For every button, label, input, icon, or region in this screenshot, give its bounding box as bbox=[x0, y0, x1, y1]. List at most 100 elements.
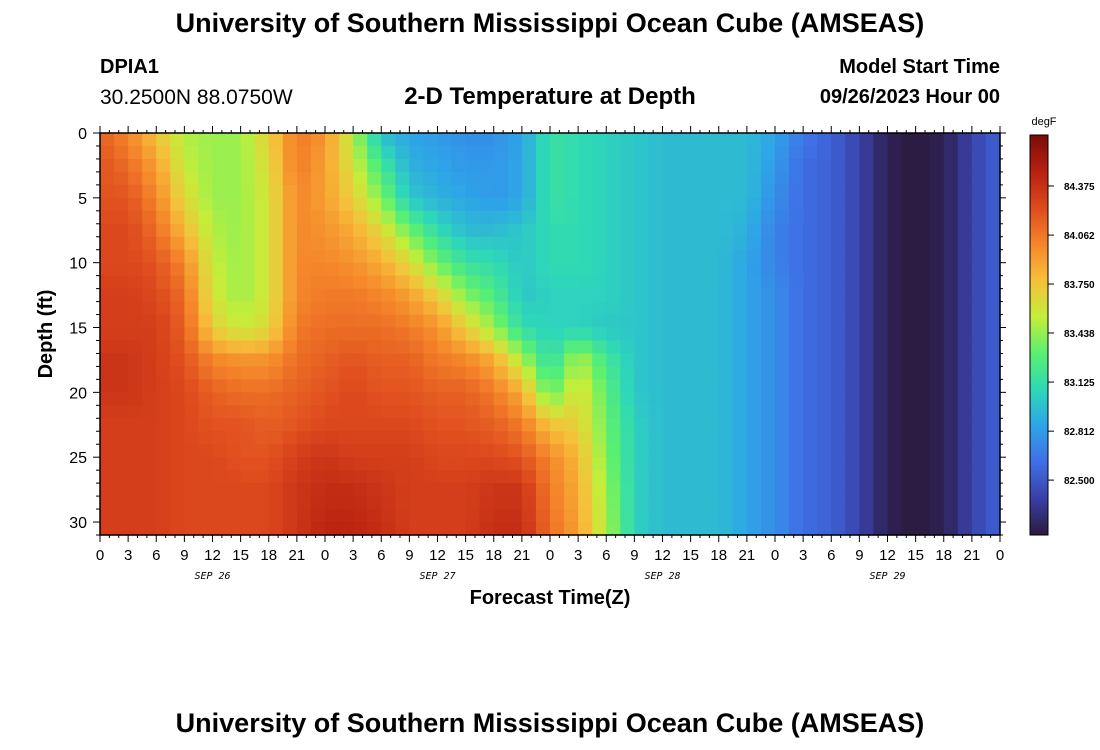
heatmap-cell bbox=[789, 457, 804, 471]
heatmap-cell bbox=[437, 133, 453, 147]
heatmap-cell bbox=[929, 288, 945, 303]
heatmap-cell bbox=[100, 405, 115, 419]
x-tick-label: 6 bbox=[152, 547, 160, 564]
heatmap-cell bbox=[353, 223, 368, 238]
heatmap-cell bbox=[929, 405, 945, 419]
heatmap-cell bbox=[887, 288, 903, 303]
heatmap-cell bbox=[493, 210, 509, 225]
heatmap-cell bbox=[775, 327, 790, 342]
heatmap-cell bbox=[353, 301, 368, 316]
heatmap-cell bbox=[521, 457, 537, 471]
heatmap-cell bbox=[845, 405, 860, 419]
heatmap-cell bbox=[578, 236, 593, 251]
heatmap-cell bbox=[676, 223, 692, 238]
heatmap-cell bbox=[170, 405, 185, 419]
heatmap-cell bbox=[100, 353, 115, 368]
heatmap-cell bbox=[775, 133, 790, 147]
heatmap-cell bbox=[817, 158, 832, 173]
heatmap-cell bbox=[887, 262, 903, 277]
heatmap-cell bbox=[760, 457, 776, 471]
heatmap-cell bbox=[381, 405, 396, 419]
heatmap-cell bbox=[100, 509, 115, 523]
heatmap-cell bbox=[732, 133, 748, 147]
heatmap-cell bbox=[296, 431, 312, 445]
heatmap-cell bbox=[493, 496, 509, 510]
heatmap-cell bbox=[803, 223, 818, 238]
heatmap-cell bbox=[409, 288, 425, 303]
heatmap-cell bbox=[240, 145, 256, 160]
heatmap-cell bbox=[775, 236, 790, 251]
heatmap-cell bbox=[535, 210, 551, 225]
heatmap-cell bbox=[142, 405, 157, 419]
heatmap-cell bbox=[803, 249, 818, 264]
heatmap-cell bbox=[465, 366, 481, 380]
heatmap-cell bbox=[592, 379, 607, 393]
heatmap-cell bbox=[859, 236, 875, 251]
heatmap-cell bbox=[746, 236, 762, 251]
heatmap-cell bbox=[578, 483, 593, 497]
heatmap-cell bbox=[648, 392, 664, 406]
heatmap-cell bbox=[985, 509, 1001, 523]
heatmap-cell bbox=[957, 327, 973, 342]
heatmap-cell bbox=[451, 158, 467, 173]
heatmap-cell bbox=[367, 470, 382, 484]
heatmap-cell bbox=[746, 418, 762, 432]
heatmap-cell bbox=[521, 366, 537, 380]
heatmap-cell bbox=[831, 262, 846, 277]
heatmap-cell bbox=[310, 522, 326, 536]
heatmap-cell bbox=[184, 133, 200, 147]
heatmap-cell bbox=[550, 133, 565, 147]
heatmap-cell bbox=[957, 444, 973, 458]
heatmap-cell bbox=[817, 301, 832, 316]
heatmap-cell bbox=[957, 522, 973, 536]
heatmap-cell bbox=[142, 483, 157, 497]
heatmap-cell bbox=[550, 301, 565, 316]
heatmap-cell bbox=[746, 275, 762, 290]
heatmap-cell bbox=[479, 418, 495, 432]
heatmap-cell bbox=[367, 262, 382, 277]
heatmap-cell bbox=[915, 392, 931, 406]
heatmap-cell bbox=[310, 145, 326, 160]
heatmap-cell bbox=[535, 184, 551, 199]
heatmap-cell bbox=[212, 145, 228, 160]
heatmap-cell bbox=[437, 379, 453, 393]
heatmap-cell bbox=[395, 171, 410, 186]
heatmap-cell bbox=[803, 353, 818, 368]
y-tick-label: 25 bbox=[69, 450, 87, 467]
heatmap-cell bbox=[226, 275, 242, 290]
heatmap-cell bbox=[128, 314, 143, 329]
heatmap-cell bbox=[817, 457, 832, 471]
heatmap-cell bbox=[451, 327, 467, 342]
heatmap-cell bbox=[592, 353, 607, 368]
heatmap-cell bbox=[339, 236, 354, 251]
heatmap-cell bbox=[451, 314, 467, 329]
heatmap-cell bbox=[296, 392, 312, 406]
heatmap-cell bbox=[282, 210, 298, 225]
heatmap-cell bbox=[901, 288, 917, 303]
heatmap-cell bbox=[887, 314, 903, 329]
heatmap-cell bbox=[845, 431, 860, 445]
heatmap-cell bbox=[676, 496, 692, 510]
heatmap-cell bbox=[114, 288, 129, 303]
heatmap-cell bbox=[915, 431, 931, 445]
heatmap-cell bbox=[690, 314, 706, 329]
heatmap-cell bbox=[296, 197, 312, 212]
heatmap-cell bbox=[367, 236, 382, 251]
heatmap-cell bbox=[859, 444, 875, 458]
heatmap-cell bbox=[915, 366, 931, 380]
heatmap-cell bbox=[367, 158, 382, 173]
heatmap-cell bbox=[957, 236, 973, 251]
heatmap-cell bbox=[746, 223, 762, 238]
heatmap-cell bbox=[915, 405, 931, 419]
heatmap-cell bbox=[521, 522, 537, 536]
heatmap-cell bbox=[957, 249, 973, 264]
heatmap-cell bbox=[226, 431, 242, 445]
heatmap-cell bbox=[732, 392, 748, 406]
heatmap-cell bbox=[718, 275, 734, 290]
heatmap-cell bbox=[915, 145, 931, 160]
heatmap-cell bbox=[943, 379, 959, 393]
heatmap-cell bbox=[746, 379, 762, 393]
heatmap-cell bbox=[240, 314, 256, 329]
heatmap-cell bbox=[817, 444, 832, 458]
heatmap-cell bbox=[550, 262, 565, 277]
